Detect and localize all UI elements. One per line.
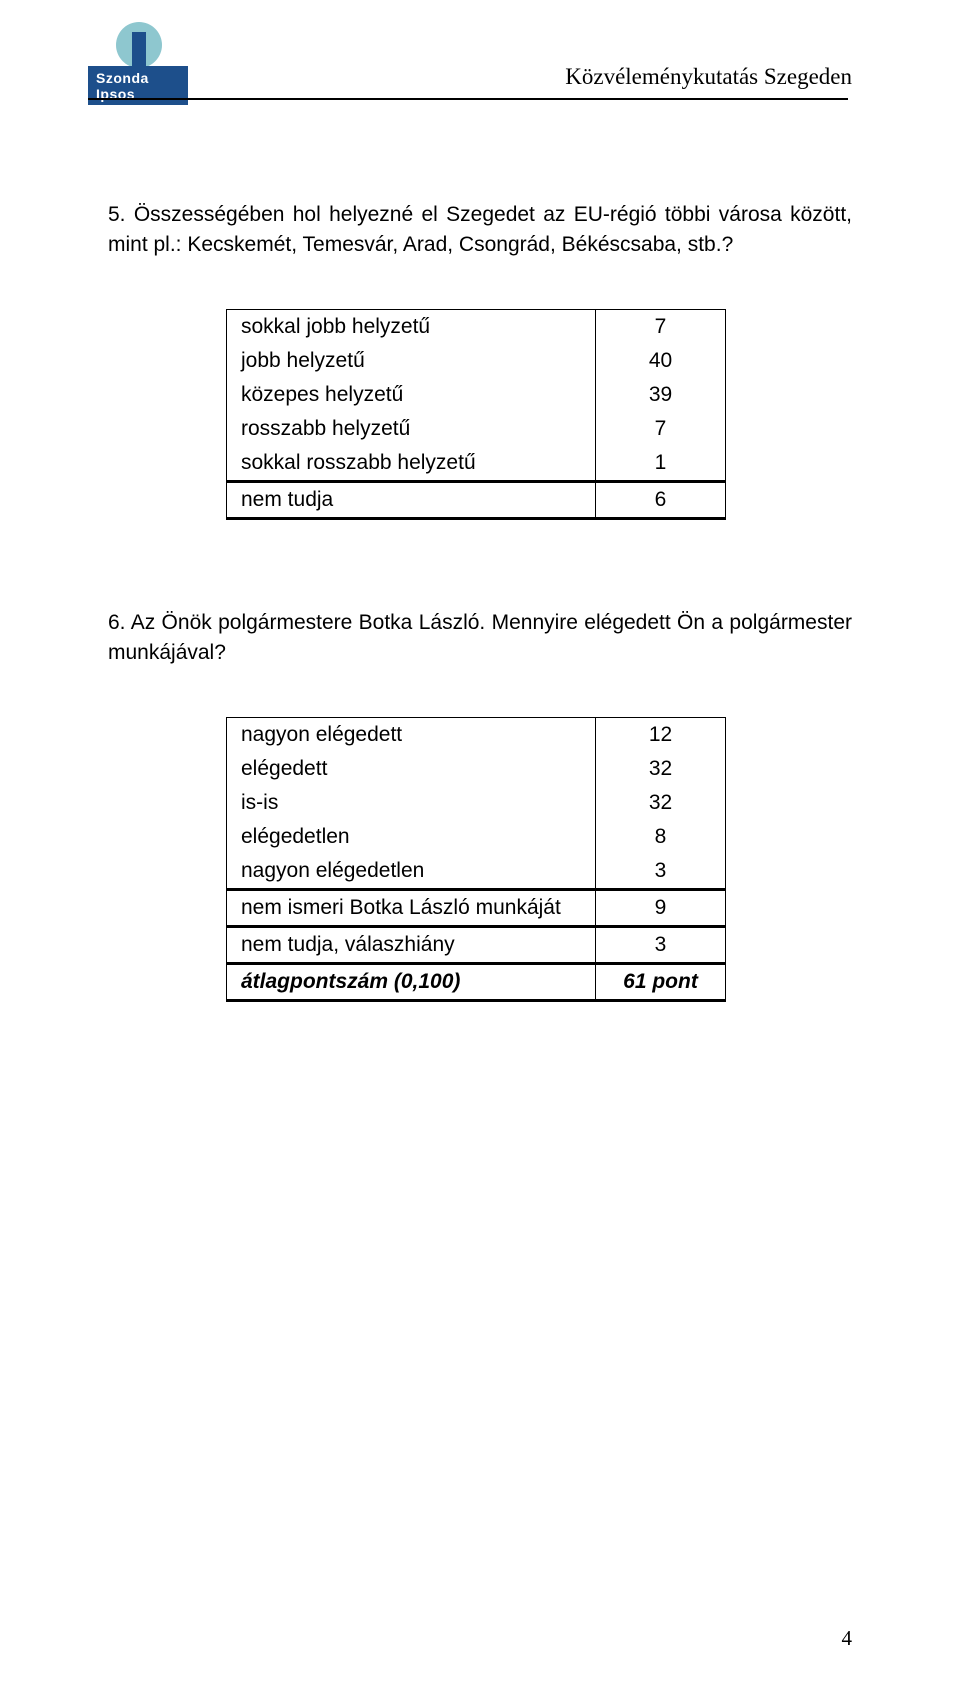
- table-row: sokkal jobb helyzetű 7: [227, 309, 726, 344]
- cell-value: 8: [596, 820, 726, 854]
- cell-label: nagyon elégedett: [227, 717, 596, 752]
- cell-label: jobb helyzetű: [227, 344, 596, 378]
- table-row: nem ismeri Botka László munkáját 9: [227, 889, 726, 926]
- cell-value: 3: [596, 926, 726, 963]
- table-q5: sokkal jobb helyzetű 7 jobb helyzetű 40 …: [226, 309, 726, 520]
- table-row: nem tudja 6: [227, 481, 726, 518]
- table-row: átlagpontszám (0,100) 61 pont: [227, 963, 726, 1000]
- cell-value: 32: [596, 752, 726, 786]
- cell-label: nagyon elégedetlen: [227, 854, 596, 890]
- page-number: 4: [842, 1626, 853, 1651]
- cell-label: elégedetlen: [227, 820, 596, 854]
- cell-value: 6: [596, 481, 726, 518]
- cell-label: nem tudja, válaszhiány: [227, 926, 596, 963]
- cell-label: nem tudja: [227, 481, 596, 518]
- question-5-text: 5. Összességében hol helyezné el Szegede…: [108, 200, 852, 261]
- cell-label: is-is: [227, 786, 596, 820]
- content-area: 5. Összességében hol helyezné el Szegede…: [108, 200, 852, 1002]
- cell-label: sokkal rosszabb helyzetű: [227, 446, 596, 482]
- cell-value: 40: [596, 344, 726, 378]
- table-row: jobb helyzetű 40: [227, 344, 726, 378]
- table-row: elégedetlen 8: [227, 820, 726, 854]
- cell-label: átlagpontszám (0,100): [227, 963, 596, 1000]
- cell-value: 12: [596, 717, 726, 752]
- cell-value: 9: [596, 889, 726, 926]
- cell-label: rosszabb helyzetű: [227, 412, 596, 446]
- table-row: közepes helyzetű 39: [227, 378, 726, 412]
- cell-label: nem ismeri Botka László munkáját: [227, 889, 596, 926]
- table-q6: nagyon elégedett 12 elégedett 32 is-is 3…: [226, 717, 726, 1002]
- cell-value: 7: [596, 309, 726, 344]
- cell-label: sokkal jobb helyzetű: [227, 309, 596, 344]
- cell-value: 32: [596, 786, 726, 820]
- table-row: rosszabb helyzetű 7: [227, 412, 726, 446]
- table-row: nem tudja, válaszhiány 3: [227, 926, 726, 963]
- cell-value: 7: [596, 412, 726, 446]
- cell-label: közepes helyzetű: [227, 378, 596, 412]
- table-row: is-is 32: [227, 786, 726, 820]
- cell-label: elégedett: [227, 752, 596, 786]
- table-row: elégedett 32: [227, 752, 726, 786]
- table-row: nagyon elégedetlen 3: [227, 854, 726, 890]
- cell-value: 3: [596, 854, 726, 890]
- table-row: sokkal rosszabb helyzetű 1: [227, 446, 726, 482]
- cell-value: 39: [596, 378, 726, 412]
- cell-value: 1: [596, 446, 726, 482]
- logo: Szonda Ipsos: [88, 22, 188, 92]
- table-row: nagyon elégedett 12: [227, 717, 726, 752]
- cell-value: 61 pont: [596, 963, 726, 1000]
- page-header-title: Közvéleménykutatás Szegeden: [565, 64, 852, 90]
- header-rule: [88, 98, 848, 100]
- question-6-text: 6. Az Önök polgármestere Botka László. M…: [108, 608, 852, 669]
